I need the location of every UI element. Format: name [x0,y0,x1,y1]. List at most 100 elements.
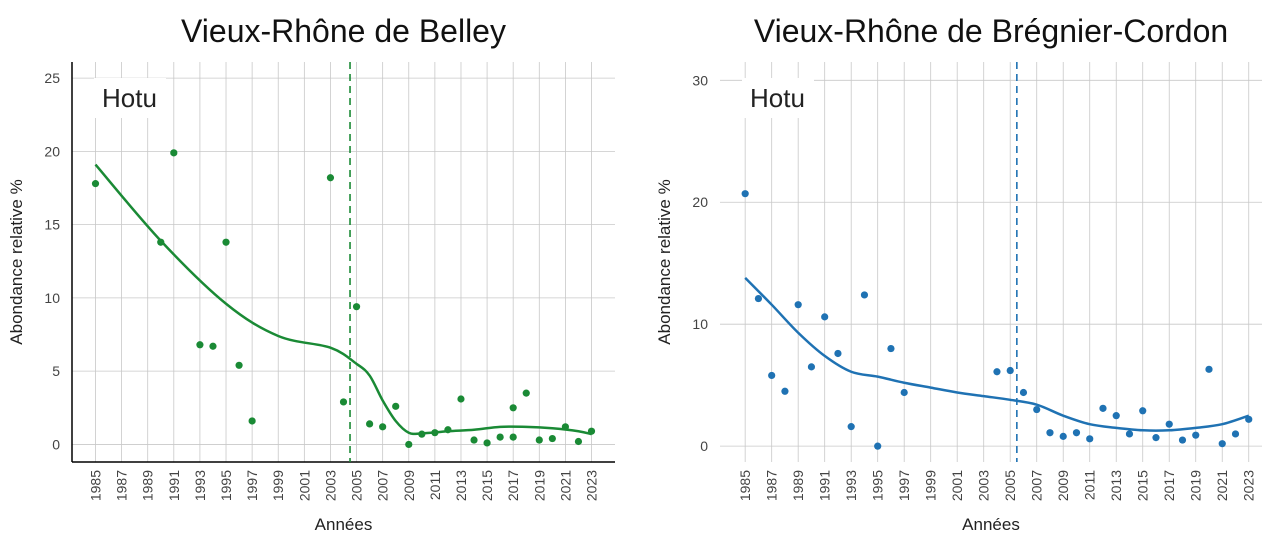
data-point [548,434,556,443]
annotation-box [742,78,814,118]
data-point [768,371,776,380]
annotation: Hotu [102,83,157,113]
x-tick-label: 2001 [949,470,965,501]
data-point [1231,430,1240,438]
x-tick-label: 2021 [1214,470,1230,501]
annotation-box [94,78,166,118]
x-tick-label: 2011 [427,470,443,500]
x-tick-label: 2019 [1188,470,1204,501]
data-point [379,423,387,431]
x-tick-label: 2005 [349,470,365,501]
x-tick-label: 1993 [843,470,859,501]
trend-line [94,163,592,436]
x-tick-label: 2009 [1055,470,1071,501]
x-axis-label: Années [962,515,1020,534]
data-point [91,180,100,188]
x-tick-label: 1997 [244,470,260,501]
x-tick-label: 1987 [114,470,130,501]
data-point [1046,429,1054,437]
x-tick-label: 1995 [218,470,234,501]
x-tick-label: 1987 [764,470,780,501]
data-point [170,149,178,157]
chart-title: Vieux-Rhône de Brégnier-Cordon [754,13,1228,49]
data-point [248,417,256,425]
y-tick-label: 20 [44,143,60,159]
data-point [1059,432,1067,440]
data-point [1205,365,1213,373]
data-point [1033,405,1041,414]
y-tick-label: 20 [692,194,708,210]
data-point [887,344,895,353]
x-axis-label: Années [315,515,373,534]
data-point [1218,440,1226,448]
x-tick-label: 2019 [531,470,547,501]
data-point [741,190,749,198]
x-tick-label: 2007 [1029,470,1045,501]
data-point [1125,430,1134,438]
x-tick-label: 2023 [584,470,600,501]
x-tick-label: 2015 [479,470,495,501]
data-point [470,436,478,444]
y-tick-label: 30 [692,72,708,88]
data-point [754,294,763,303]
data-point [418,430,426,438]
data-point [457,395,465,403]
x-tick-label: 2021 [557,470,573,501]
x-tick-label: 1995 [870,470,886,501]
data-point [874,442,882,450]
data-point [561,423,569,431]
data-point [431,429,439,437]
x-tick-label: 2015 [1135,470,1151,501]
data-point [1245,415,1253,423]
x-tick-label: 1991 [166,470,182,501]
data-point [157,238,165,246]
x-tick-label: 1985 [87,470,103,501]
data-point [405,440,413,449]
data-point [574,437,583,446]
data-point [781,387,789,395]
y-axis-label: Abondance relative % [7,179,26,344]
data-point [1006,366,1014,375]
data-point [235,361,243,369]
data-point [196,341,204,349]
data-point [522,389,530,397]
data-point [1086,435,1094,443]
data-point [993,368,1001,376]
data-point [483,439,491,447]
x-tick-label: 1999 [923,470,939,501]
data-point [444,426,452,434]
data-point [1019,388,1028,397]
y-tick-label: 0 [52,436,60,452]
y-tick-label: 10 [692,316,708,332]
x-tick-label: 2011 [1082,470,1098,500]
data-point [222,238,230,246]
data-point [1165,420,1173,428]
x-tick-label: 2013 [1108,470,1124,501]
x-tick-label: 2009 [401,470,417,501]
data-point [1112,412,1120,420]
trend-line [744,276,1250,432]
x-tick-label: 2001 [296,470,312,501]
data-point [821,313,829,321]
data-point [1139,407,1147,415]
x-tick-label: 2017 [1161,470,1177,501]
y-tick-label: 5 [52,363,60,379]
data-point [209,342,217,350]
y-tick-label: 0 [700,438,708,454]
x-tick-label: 1989 [140,470,156,501]
y-axis-label: Abondance relative % [655,179,674,344]
data-point [509,404,517,412]
data-point [392,402,400,410]
data-point [352,303,361,311]
data-point [496,433,504,441]
data-point [1178,436,1187,444]
x-tick-label: 2013 [453,470,469,501]
data-point [366,420,374,428]
data-point [1192,431,1200,439]
y-tick-label: 25 [44,70,60,86]
data-point [900,388,908,397]
x-tick-label: 2005 [1002,470,1018,501]
x-tick-label: 2007 [375,470,391,501]
x-tick-label: 2003 [976,470,992,501]
